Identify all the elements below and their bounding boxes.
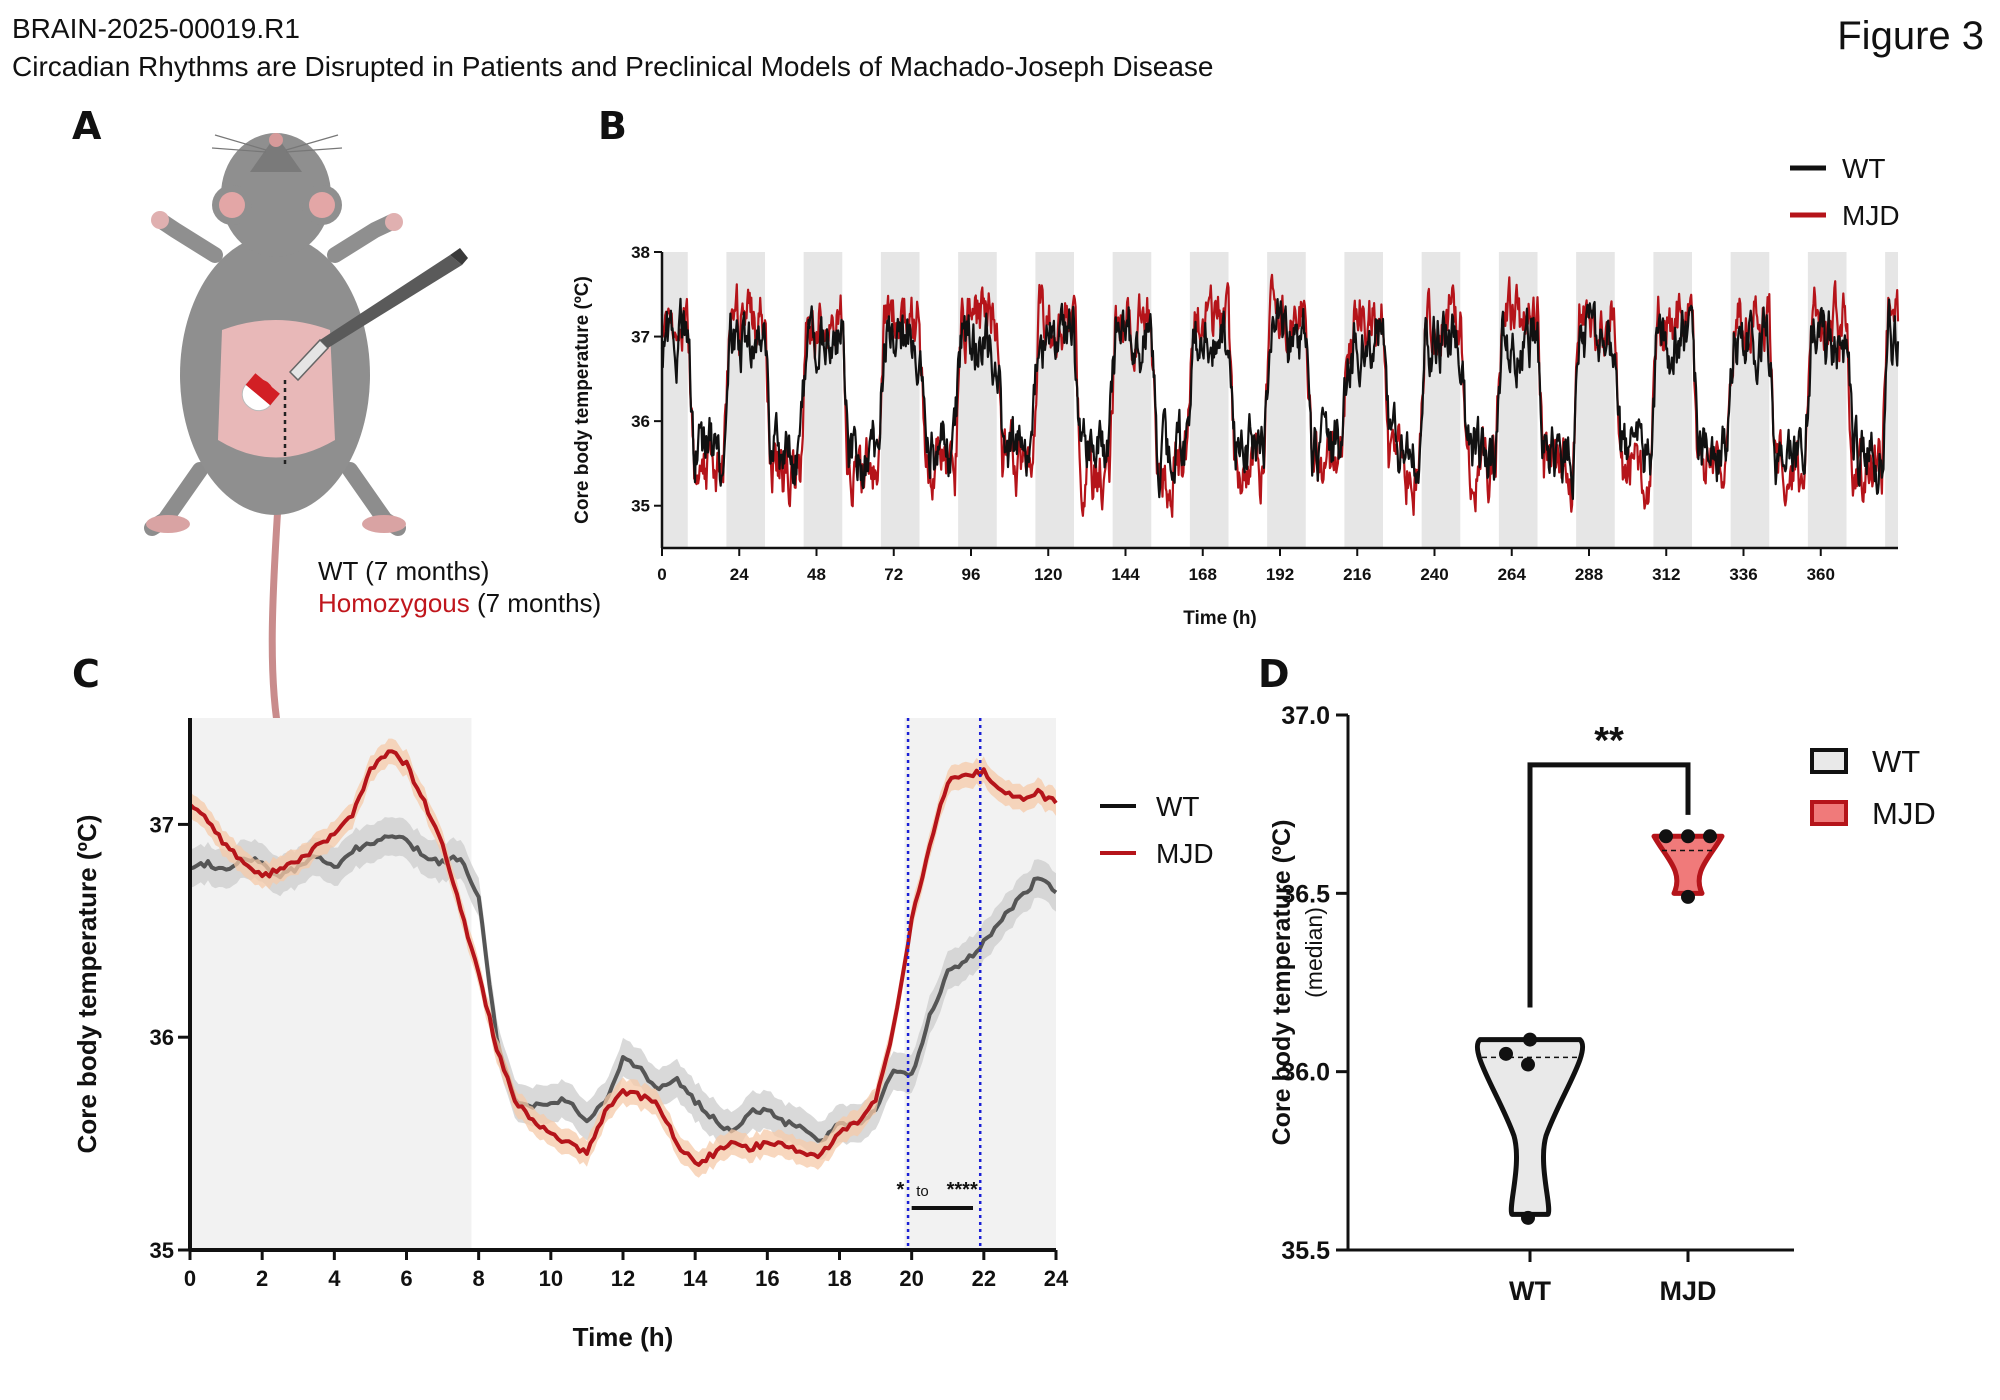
x-tick-label: 14 [683,1266,708,1291]
scalpel-icon [288,248,468,382]
data-point-mjd [1703,829,1717,844]
y-tick-label: 37 [150,812,174,837]
y-tick-label: 36 [150,1025,174,1050]
x-tick-label: 24 [730,565,749,584]
x-tick-label: 360 [1807,565,1835,584]
dark-phase-band [1267,252,1306,548]
y-axis-label: Core body temperature (ºC) [572,276,593,524]
x-tick-label: 20 [899,1266,923,1291]
caption-mut-suffix: (7 months) [469,588,602,618]
dark-phase-band [1730,252,1770,548]
x-tick-label: WT [1509,1276,1551,1306]
x-tick-label: 72 [884,565,903,584]
x-tick-label: 192 [1266,565,1294,584]
legend-label-wt: WT [1156,791,1200,822]
data-point-mjd [1659,829,1673,844]
legend-label-wt: WT [1842,153,1886,184]
x-tick-label: 6 [400,1266,412,1291]
manuscript-id: BRAIN-2025-00019.R1 [12,13,300,44]
dark-phase-band [1112,252,1152,548]
x-tick-label: 216 [1343,565,1371,584]
panel-letter-a: A [72,104,102,148]
caption-mut: Homozygous [318,588,470,618]
caption-mut-age: Homozygous (7 months) [318,588,601,619]
violin-mjd [1651,833,1725,896]
dark-phase-band [1653,252,1692,548]
panel-letter-b: B [598,104,627,148]
x-tick-label: 120 [1034,565,1062,584]
series-line-wt [189,834,1058,1143]
significance-bracket [1527,762,1691,1008]
data-point-mjd [1681,829,1695,844]
x-tick-label: 312 [1652,565,1680,584]
legend-swatch-mjd [1810,800,1848,826]
dark-phase-band [1035,252,1074,548]
significance-to: to [916,1183,929,1200]
legend-label-wt: WT [1872,744,1920,779]
x-tick-label: 2 [256,1266,268,1291]
figure-number: Figure 3 [1837,14,1984,58]
y-tick-label: 35 [150,1238,174,1263]
x-tick-label: 264 [1498,565,1527,584]
legend-label-mjd: MJD [1156,838,1214,869]
panel-letter-c: C [72,652,100,696]
dark-phase-band [1344,252,1383,548]
legend-label-mjd: MJD [1872,796,1936,831]
data-point-wt [1499,1046,1513,1061]
x-tick-label: 96 [962,565,981,584]
x-tick-label: MJD [1659,1276,1716,1306]
y-tick-label: 37 [631,328,650,347]
y-tick-label: 36.0 [1281,1059,1330,1087]
series-line-wt [660,297,1900,501]
series-line-mjd [188,749,1058,1167]
x-tick-label: 22 [972,1266,996,1291]
x-tick-label: 10 [539,1266,563,1291]
y-tick-label: 36.5 [1281,880,1330,908]
x-tick-label: 8 [473,1266,485,1291]
caption-wt-age: WT (7 months) [318,556,490,586]
y-axis-label: Core body temperature (ºC) [1268,820,1296,1146]
x-tick-label: 12 [611,1266,635,1291]
dark-phase-band [726,252,765,548]
y-tick-label: 37.0 [1281,702,1330,730]
x-tick-label: 240 [1420,565,1448,584]
dark-phase-band [803,252,843,548]
violin-wt [1474,1037,1586,1217]
legend-label-mjd: MJD [1842,200,1900,231]
x-tick-label: 168 [1189,565,1217,584]
dark-phase-band [662,252,688,548]
x-tick-label: 288 [1575,565,1603,584]
x-tick-label: 336 [1729,565,1757,584]
x-tick-label: 4 [328,1266,341,1291]
y-axis-label: Core body temperature (ºC) [72,815,102,1154]
x-tick-label: 16 [755,1266,779,1291]
y-axis-sublabel: (median) [1301,907,1327,998]
x-tick-label: 0 [657,565,666,584]
data-point-mjd [1681,889,1695,904]
data-point-wt [1521,1210,1535,1225]
data-point-wt [1521,1057,1535,1072]
y-tick-label: 35.5 [1281,1237,1330,1265]
x-tick-label: 0 [184,1266,196,1291]
x-tick-label: 24 [1044,1266,1069,1291]
data-point-wt [1523,1032,1537,1047]
significance-start: * [897,1179,905,1201]
x-tick-label: 48 [807,565,826,584]
y-tick-label: 35 [631,497,650,516]
legend-swatch-wt [1810,748,1848,774]
significance-end: **** [947,1179,978,1201]
x-tick-label: 18 [827,1266,851,1291]
panel-letter-d: D [1258,652,1290,696]
figure-title: Circadian Rhythms are Disrupted in Patie… [12,51,1214,82]
y-tick-label: 38 [631,243,650,262]
y-tick-label: 36 [631,412,650,431]
x-axis-label: Time (h) [1183,608,1257,629]
x-axis-label: Time (h) [573,1322,674,1352]
significance-stars: ** [1594,720,1624,762]
x-tick-label: 144 [1111,565,1140,584]
